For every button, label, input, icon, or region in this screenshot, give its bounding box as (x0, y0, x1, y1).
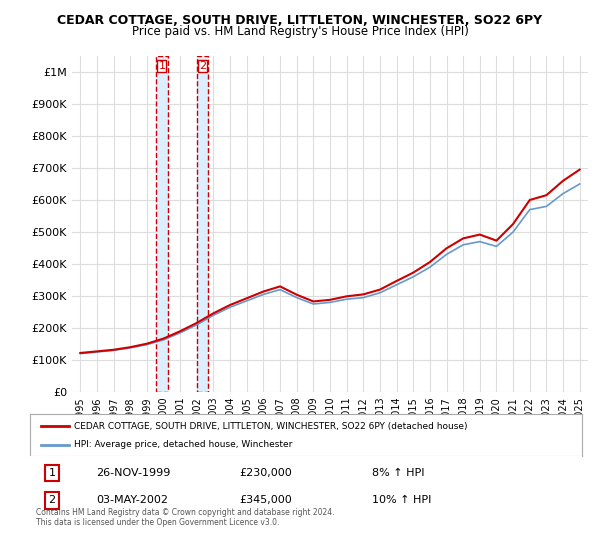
Text: 26-NOV-1999: 26-NOV-1999 (96, 468, 170, 478)
Text: 03-MAY-2002: 03-MAY-2002 (96, 495, 168, 505)
Text: 2: 2 (199, 61, 206, 71)
Text: HPI: Average price, detached house, Winchester: HPI: Average price, detached house, Winc… (74, 440, 293, 449)
Text: Contains HM Land Registry data © Crown copyright and database right 2024.
This d: Contains HM Land Registry data © Crown c… (35, 508, 334, 528)
Text: CEDAR COTTAGE, SOUTH DRIVE, LITTLETON, WINCHESTER, SO22 6PY: CEDAR COTTAGE, SOUTH DRIVE, LITTLETON, W… (58, 14, 542, 27)
Text: 1: 1 (158, 61, 166, 71)
FancyBboxPatch shape (197, 56, 208, 392)
Text: £345,000: £345,000 (240, 495, 293, 505)
FancyBboxPatch shape (156, 56, 168, 392)
Text: 2: 2 (49, 495, 56, 505)
Text: £230,000: £230,000 (240, 468, 293, 478)
Text: 1: 1 (49, 468, 56, 478)
Text: 8% ↑ HPI: 8% ↑ HPI (372, 468, 425, 478)
Text: Price paid vs. HM Land Registry's House Price Index (HPI): Price paid vs. HM Land Registry's House … (131, 25, 469, 38)
Text: 10% ↑ HPI: 10% ↑ HPI (372, 495, 431, 505)
Text: CEDAR COTTAGE, SOUTH DRIVE, LITTLETON, WINCHESTER, SO22 6PY (detached house): CEDAR COTTAGE, SOUTH DRIVE, LITTLETON, W… (74, 422, 467, 431)
